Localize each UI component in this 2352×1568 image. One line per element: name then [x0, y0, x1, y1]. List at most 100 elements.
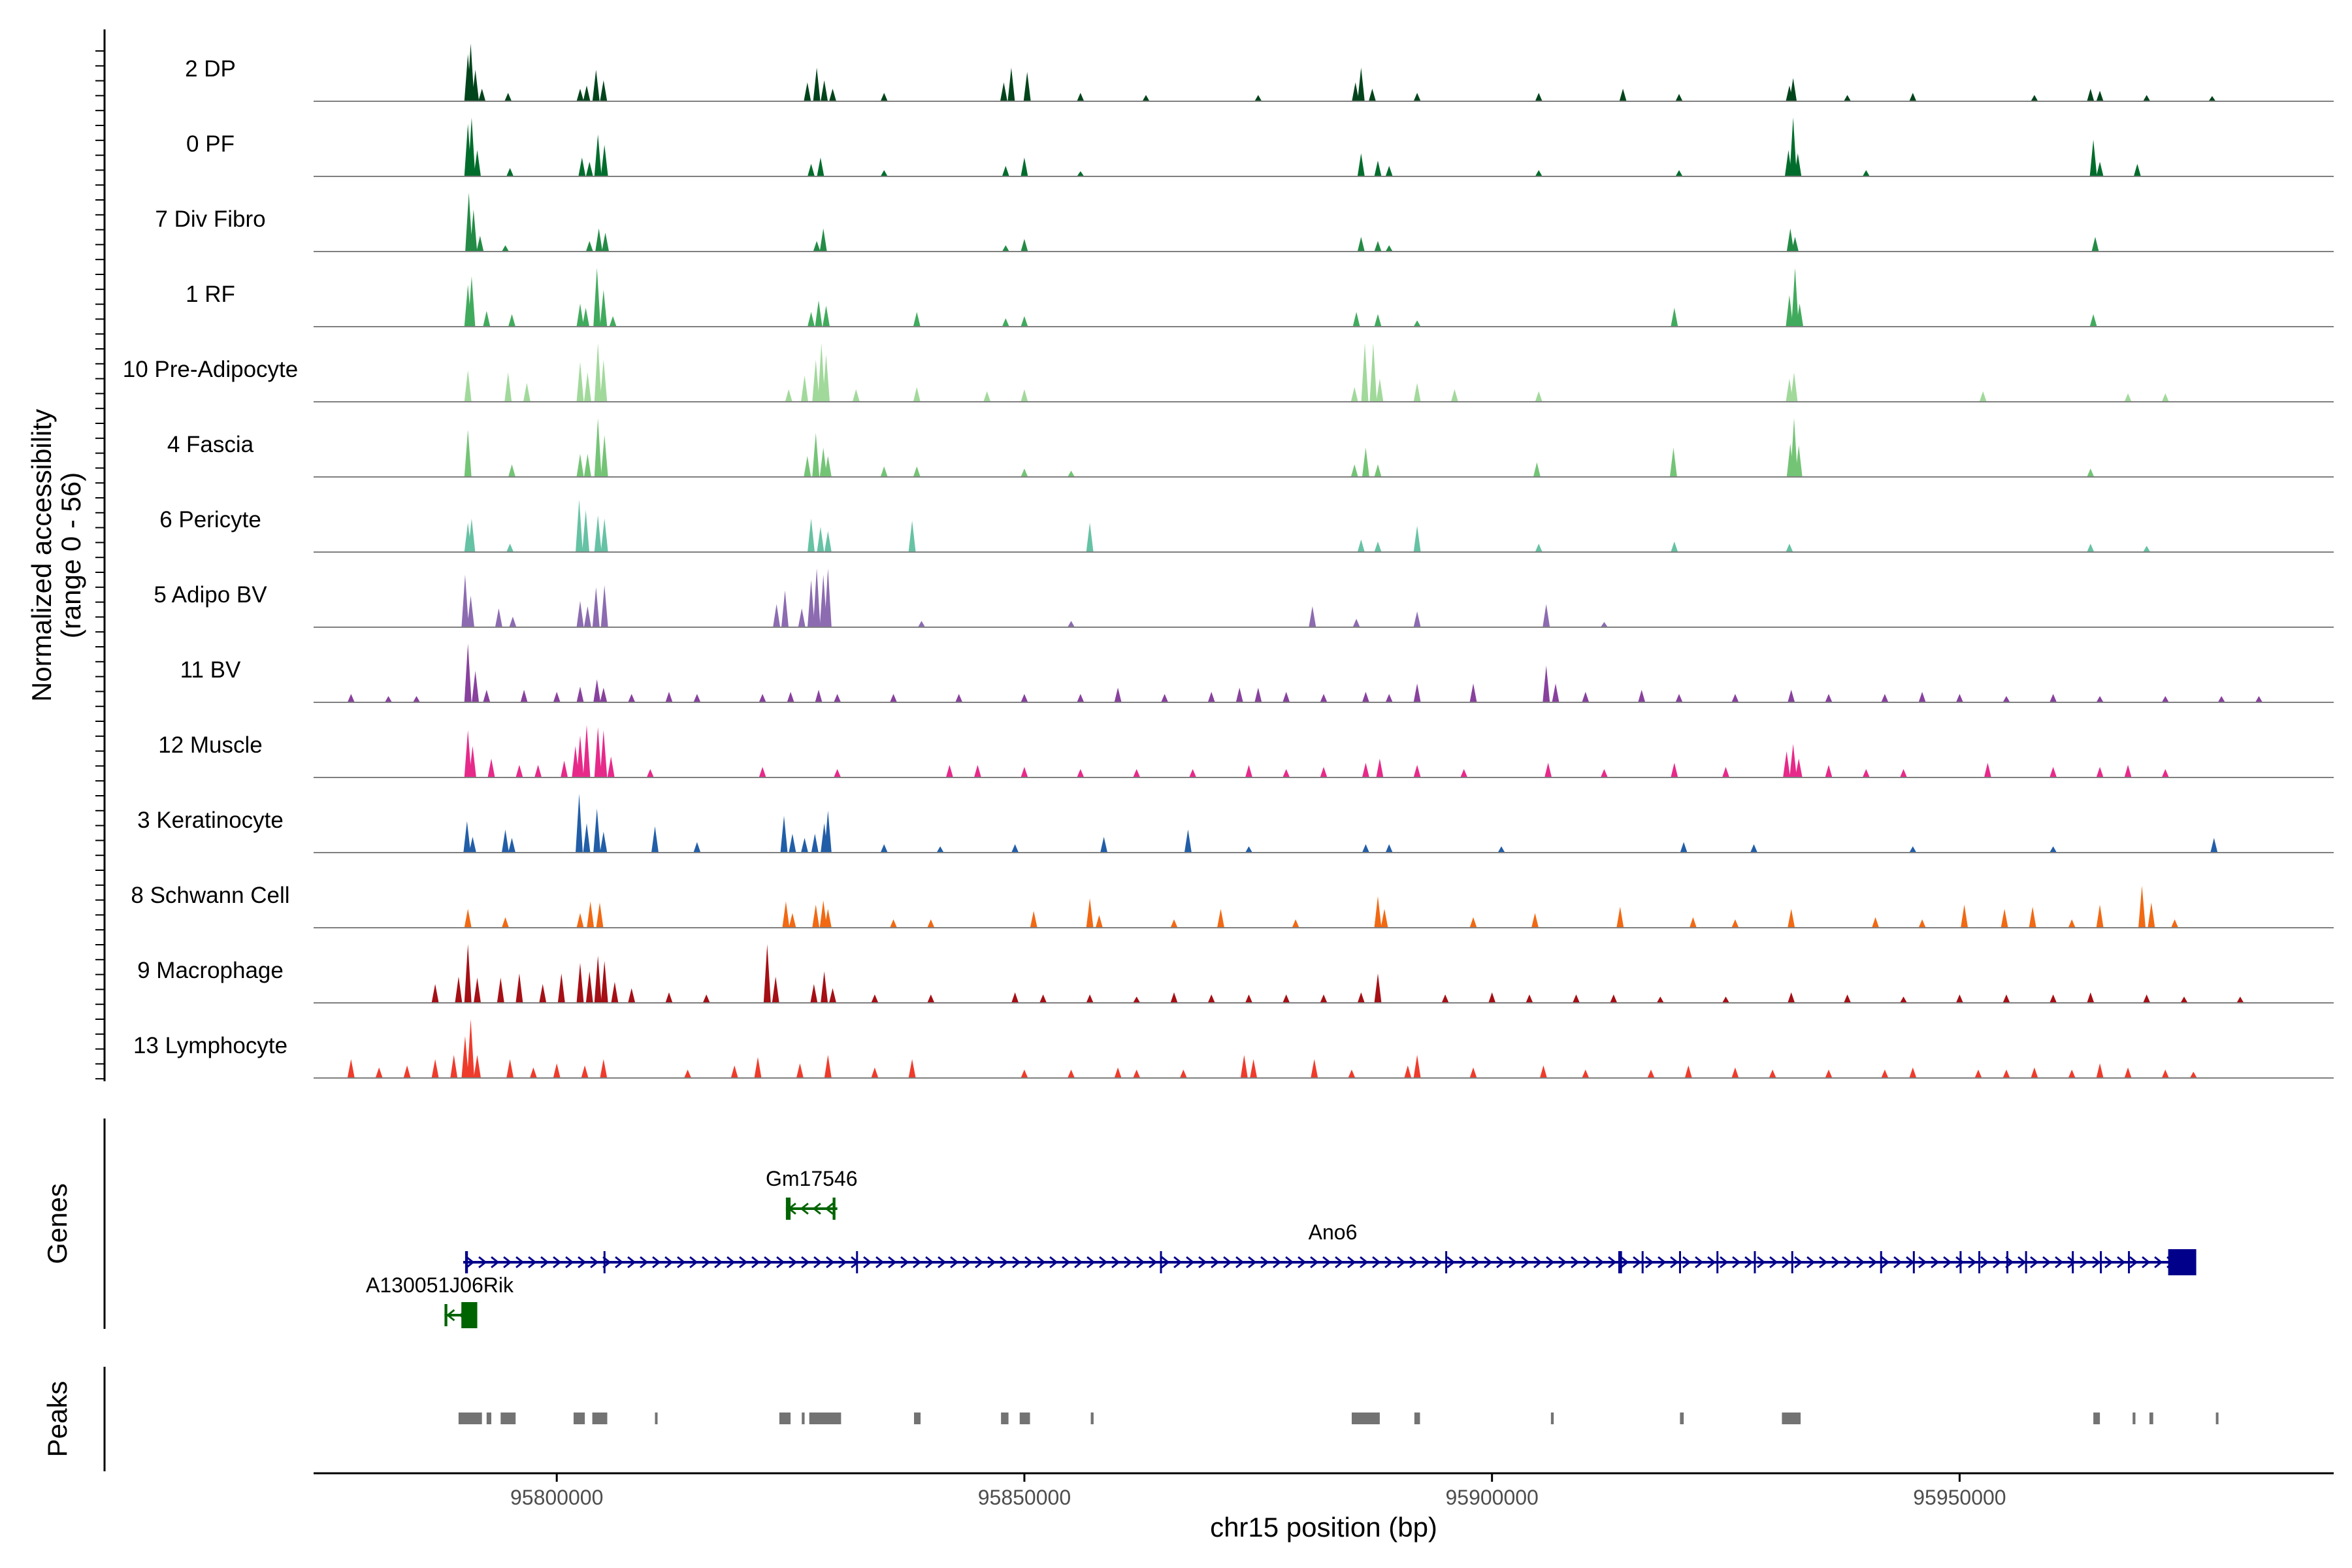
- track-label: 12 Muscle: [158, 732, 263, 758]
- coverage-peak: [594, 343, 602, 402]
- strand-chevron: [1186, 1256, 1195, 1269]
- coverage-peak: [600, 585, 608, 627]
- x-tick-label: 95800000: [510, 1486, 603, 1509]
- coverage-peak: [2087, 544, 2095, 552]
- gene-model: A130051J06Rik: [366, 1273, 514, 1328]
- coverage-peak: [468, 518, 476, 552]
- strand-chevron: [1881, 1256, 1890, 1269]
- coverage-peak: [1380, 909, 1388, 928]
- coverage-peak: [1671, 308, 1678, 327]
- coverage-peak: [834, 769, 841, 777]
- coverage-peak: [1539, 1065, 1547, 1078]
- gene-exon: [1641, 1251, 1644, 1273]
- coverage-peak: [2124, 393, 2132, 402]
- peak-region: [2149, 1413, 2153, 1424]
- strand-chevron: [962, 1256, 972, 1269]
- coverage-peak: [1552, 683, 1560, 702]
- coverage-peak: [684, 1070, 692, 1078]
- strand-chevron: [528, 1256, 537, 1269]
- coverage-peak: [890, 694, 897, 702]
- coverage-peak: [593, 808, 601, 853]
- track-label: 5 Adipo BV: [154, 582, 267, 608]
- coverage-peak: [508, 314, 515, 327]
- coverage-peak: [464, 944, 472, 1003]
- coverage-peak: [2189, 1071, 2197, 1078]
- coverage-peak: [1984, 762, 1991, 777]
- coverage-peak: [594, 727, 602, 777]
- coverage-peak: [483, 310, 491, 327]
- coverage-peak: [913, 387, 921, 402]
- coverage-peak: [600, 831, 608, 853]
- gene-exon: [832, 1198, 836, 1220]
- coverage-peak: [1361, 343, 1369, 402]
- coverage-peak: [1362, 691, 1369, 702]
- coverage-peak: [1077, 694, 1085, 702]
- gene-exon: [785, 1198, 791, 1220]
- coverage-peak: [2217, 696, 2225, 702]
- coverage-peak: [464, 909, 472, 928]
- coverage-peak: [583, 85, 591, 101]
- coverage-track: 7 Div Fibro: [155, 193, 2334, 252]
- coverage-peak: [913, 466, 921, 477]
- x-axis-title: chr15 position (bp): [1210, 1512, 1437, 1543]
- coverage-peak: [1955, 994, 1963, 1003]
- track-label: 11 BV: [180, 657, 241, 683]
- coverage-peak: [1582, 1070, 1590, 1078]
- strand-chevron: [950, 1256, 959, 1269]
- strand-chevron: [825, 1202, 834, 1215]
- coverage-peak: [1374, 896, 1382, 928]
- coverage-peak: [880, 170, 888, 176]
- coverage-peak: [1240, 1054, 1248, 1078]
- peak-region: [2132, 1413, 2136, 1424]
- coverage-peak: [1680, 841, 1688, 853]
- coverage-peak: [1077, 769, 1085, 777]
- coverage-peak: [628, 988, 636, 1003]
- coverage-peak: [785, 389, 792, 402]
- coverage-peak: [1788, 689, 1795, 702]
- coverage-peak: [2161, 769, 2169, 777]
- track-label: 10 Pre-Adipocyte: [123, 357, 298, 382]
- coverage-peak: [1731, 1067, 1739, 1078]
- coverage-peak: [1376, 759, 1384, 777]
- strand-chevron: [1347, 1256, 1356, 1269]
- coverage-peak: [2138, 885, 2146, 928]
- strand-chevron: [1223, 1256, 1232, 1269]
- strand-chevron: [466, 1256, 475, 1269]
- strand-chevron: [1955, 1256, 1965, 1269]
- strand-chevron: [578, 1256, 587, 1269]
- peaks-panel-title: Peaks: [42, 1381, 73, 1458]
- strand-chevron: [1173, 1256, 1183, 1269]
- strand-chevron: [1509, 1256, 1518, 1269]
- coverage-peak: [504, 372, 512, 402]
- coverage-peak: [506, 168, 514, 176]
- coverage-peak: [375, 1067, 383, 1078]
- gene-exon: [1678, 1251, 1681, 1273]
- coverage-peak: [821, 80, 828, 101]
- strand-chevron: [800, 1202, 809, 1215]
- coverage-peak: [2050, 766, 2057, 777]
- coverage-peak: [1133, 769, 1141, 777]
- strand-chevron: [664, 1256, 674, 1269]
- y-axis-title: Normalized accessibility: [26, 409, 57, 702]
- coverage-peak: [520, 689, 528, 702]
- coverage-peak: [927, 919, 935, 928]
- coverage-peak: [1789, 78, 1797, 101]
- coverage-peak: [1600, 622, 1608, 627]
- coverage-peak: [1675, 694, 1683, 702]
- coverage-peak: [1788, 992, 1795, 1003]
- coverage-peak: [1469, 1067, 1477, 1078]
- strand-chevron: [1595, 1256, 1605, 1269]
- coverage-peak: [1844, 994, 1852, 1003]
- coverage-peak: [583, 453, 591, 477]
- coverage-peak: [2002, 696, 2010, 702]
- coverage-peak: [665, 691, 673, 702]
- coverage-peak: [463, 821, 471, 853]
- coverage-peak: [600, 687, 608, 702]
- coverage-peak: [781, 590, 789, 627]
- coverage-peak: [1722, 996, 1729, 1003]
- strand-chevron: [677, 1256, 686, 1269]
- strand-chevron: [640, 1256, 649, 1269]
- track-label: 8 Schwann Cell: [131, 883, 289, 908]
- strand-chevron: [1658, 1256, 1667, 1269]
- coverage-track: 13 Lymphocyte: [133, 1019, 2334, 1079]
